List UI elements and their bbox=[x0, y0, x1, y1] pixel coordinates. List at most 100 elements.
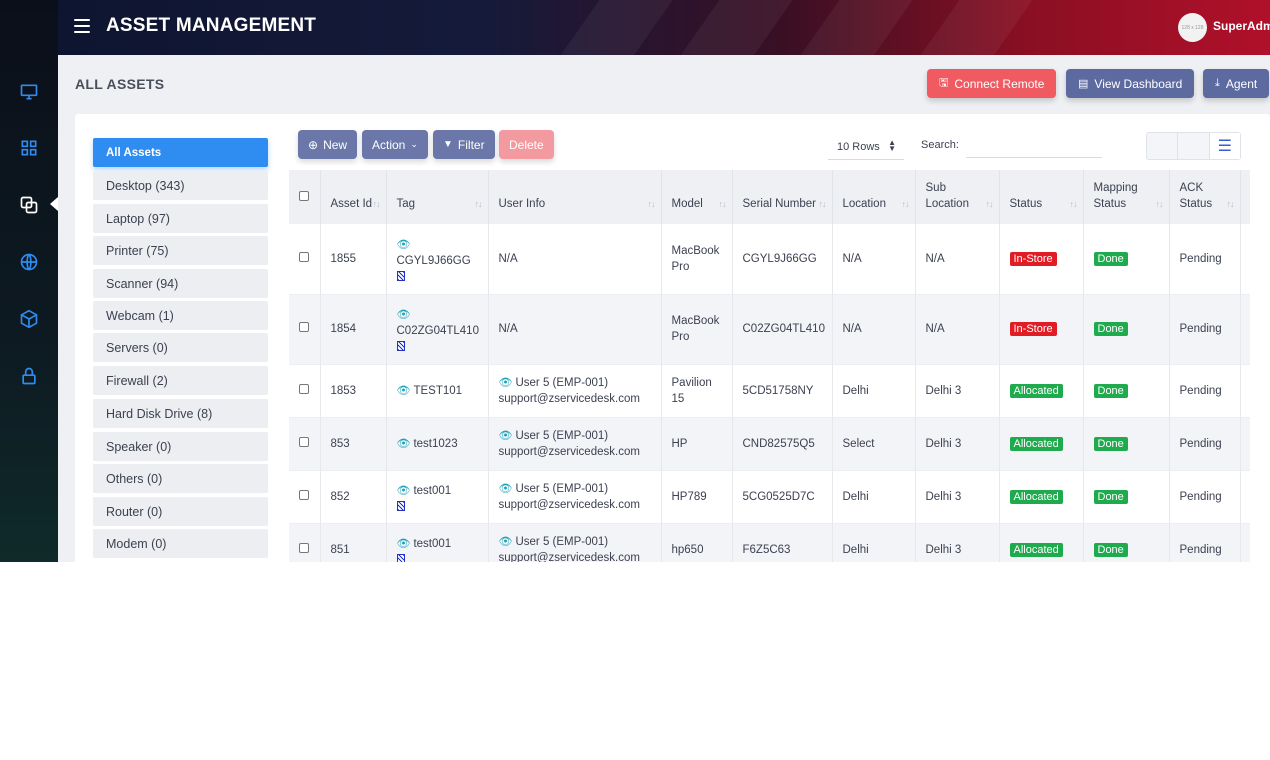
assets-table: Asset Id ↑↓ Tag ↑↓ User Info ↑↓ Model ↑↓ Ser… bbox=[289, 170, 1250, 562]
row-checkbox[interactable] bbox=[289, 224, 321, 294]
status-badge: In-Store bbox=[1009, 251, 1057, 266]
table-row[interactable]: 851 👁 test001 👁 User 5 (EMP-001) support@zs… bbox=[289, 523, 1250, 562]
rows-per-page-select[interactable]: 10 Rows ▲ ▼ bbox=[828, 134, 904, 160]
col-model[interactable]: Model ↑↓ bbox=[661, 170, 733, 224]
col-location[interactable]: Location ↑↓ bbox=[832, 170, 916, 224]
app-window: ASSET MANAGEMENT 128 x 128 SuperAdm ALL … bbox=[0, 0, 1270, 562]
category-router[interactable]: Router (0) bbox=[93, 497, 268, 526]
qr-code-icon[interactable] bbox=[396, 500, 405, 511]
tag-value[interactable]: test001 bbox=[413, 537, 452, 550]
eye-icon[interactable]: 👁 bbox=[396, 384, 411, 397]
category-servers[interactable]: Servers (0) bbox=[93, 333, 268, 362]
user-name[interactable]: User 5 (EMP-001) bbox=[515, 535, 609, 548]
category-others[interactable]: Others (0) bbox=[93, 464, 268, 493]
tag-cell: 👁 test001 bbox=[386, 470, 489, 523]
category-speaker[interactable]: Speaker (0) bbox=[93, 432, 268, 461]
action-label: Action bbox=[372, 137, 406, 152]
tag-value[interactable]: C02ZG04TL410 bbox=[396, 325, 479, 337]
eye-icon[interactable]: 👁 bbox=[498, 535, 513, 548]
view-dashboard-button[interactable]: ▤ View Dashboard bbox=[1066, 69, 1195, 98]
filter-label: Filter bbox=[457, 137, 485, 152]
table-row[interactable]: 1855 👁 CGYL9J66GG N/A MacBook Pro CGYL9J6… bbox=[289, 224, 1250, 294]
col-asset-id[interactable]: Asset Id ↑↓ bbox=[320, 170, 387, 224]
tag-value[interactable]: test1023 bbox=[413, 437, 458, 450]
eye-icon[interactable]: 👁 bbox=[396, 309, 411, 321]
tag-value[interactable]: TEST101 bbox=[413, 384, 463, 397]
col-serial-number[interactable]: Serial Number ↑↓ bbox=[732, 170, 833, 224]
user-name[interactable]: User 5 (EMP-001) bbox=[515, 376, 609, 389]
row-checkbox[interactable] bbox=[289, 364, 321, 417]
row-checkbox[interactable] bbox=[289, 470, 321, 523]
tag-cell: 👁 CGYL9J66GG bbox=[386, 224, 489, 294]
user-name[interactable]: SuperAdm bbox=[1213, 19, 1270, 33]
user-name[interactable]: User 5 (EMP-001) bbox=[515, 429, 609, 442]
table-row[interactable]: 852 👁 test001 👁 User 5 (EMP-001) support@zs… bbox=[289, 470, 1250, 523]
cube-icon[interactable] bbox=[18, 308, 40, 330]
table-row[interactable]: 853 👁 test1023 👁 User 5 (EMP-001) support@z… bbox=[289, 417, 1250, 470]
eye-icon[interactable]: 👁 bbox=[396, 238, 411, 251]
category-hard-disk-drive[interactable]: Hard Disk Drive (8) bbox=[93, 399, 268, 428]
qr-code-icon[interactable] bbox=[396, 270, 405, 281]
col-user-info-label: User Info bbox=[498, 198, 546, 210]
table-row[interactable]: 1853 👁 TEST101 👁 User 5 (EMP-001) support@z… bbox=[289, 364, 1250, 417]
mapping-status-badge: Done bbox=[1093, 251, 1128, 266]
eye-icon[interactable]: 👁 bbox=[396, 484, 411, 497]
avatar[interactable]: 128 x 128 bbox=[1178, 13, 1207, 42]
col-tag[interactable]: Tag ↑↓ bbox=[386, 170, 489, 224]
view-option-1[interactable] bbox=[1147, 133, 1179, 159]
row-checkbox[interactable] bbox=[289, 523, 321, 562]
action-dropdown[interactable]: Action ⌄ bbox=[362, 130, 428, 159]
col-status-label: Status bbox=[1009, 198, 1043, 210]
category-webcam[interactable]: Webcam (1) bbox=[93, 301, 268, 330]
category-modem[interactable]: Modem (0) bbox=[93, 529, 268, 558]
search-input[interactable] bbox=[966, 132, 1102, 158]
row-checkbox[interactable] bbox=[289, 294, 321, 364]
tag-value[interactable]: CGYL9J66GG bbox=[396, 254, 471, 267]
col-user-info[interactable]: User Info ↑↓ bbox=[488, 170, 662, 224]
grid-icon[interactable] bbox=[18, 137, 40, 159]
location: N/A bbox=[832, 224, 916, 294]
col-sub-location[interactable]: Sub Location ↑↓ bbox=[915, 170, 1000, 224]
user-name[interactable]: User 5 (EMP-001) bbox=[515, 482, 609, 495]
active-pointer bbox=[50, 197, 58, 211]
select-all-checkbox[interactable] bbox=[289, 170, 321, 224]
category-printer[interactable]: Printer (75) bbox=[93, 236, 268, 265]
row-checkbox[interactable] bbox=[289, 417, 321, 470]
model: HP789 bbox=[661, 470, 733, 523]
globe-icon[interactable] bbox=[18, 251, 40, 273]
col-status[interactable]: Status ↑↓ bbox=[999, 170, 1084, 224]
eye-icon[interactable]: 👁 bbox=[498, 429, 513, 442]
col-ack-status[interactable]: ACK Status ↑↓ bbox=[1169, 170, 1241, 224]
eye-icon[interactable]: 👁 bbox=[396, 437, 411, 450]
eye-icon[interactable]: 👁 bbox=[498, 376, 513, 389]
lock-icon[interactable] bbox=[18, 365, 40, 387]
eye-icon[interactable]: 👁 bbox=[498, 482, 513, 495]
category-all-assets[interactable]: All Assets bbox=[93, 138, 268, 167]
search-label: Search: bbox=[921, 139, 959, 151]
tag-value[interactable]: test001 bbox=[413, 484, 452, 497]
col-mapping-status[interactable]: Mapping Status ↑↓ bbox=[1083, 170, 1170, 224]
sort-icon: ↑↓ bbox=[985, 199, 994, 209]
qr-code-icon[interactable] bbox=[396, 341, 405, 351]
menu-icon[interactable] bbox=[74, 19, 90, 33]
monitor-icon[interactable] bbox=[18, 81, 40, 103]
list-view-icon[interactable]: ☰ bbox=[1209, 133, 1240, 159]
filter-button[interactable]: ▼ Filter bbox=[433, 130, 495, 159]
col-tag-label: Tag bbox=[396, 198, 416, 210]
user-email: support@zservicedesk.com bbox=[498, 392, 640, 405]
location: Delhi bbox=[832, 364, 916, 417]
mapping-status-badge: Done bbox=[1093, 322, 1128, 336]
agent-button[interactable]: ⤓ Agent bbox=[1203, 69, 1270, 98]
category-laptop[interactable]: Laptop (97) bbox=[93, 204, 268, 233]
assets-icon[interactable] bbox=[18, 194, 40, 216]
connect-remote-button[interactable]: 🖫 Connect Remote bbox=[927, 69, 1057, 98]
eye-icon[interactable]: 👁 bbox=[396, 537, 411, 550]
table-row[interactable]: 1854 👁 C02ZG04TL410 N/A MacBook Pro C02ZG… bbox=[289, 294, 1250, 364]
new-button[interactable]: ⊕ New bbox=[298, 130, 358, 159]
category-scanner[interactable]: Scanner (94) bbox=[93, 269, 268, 298]
view-option-2[interactable] bbox=[1178, 133, 1210, 159]
delete-button[interactable]: Delete bbox=[499, 130, 554, 159]
category-firewall[interactable]: Firewall (2) bbox=[93, 366, 268, 395]
category-desktop[interactable]: Desktop (343) bbox=[93, 171, 268, 200]
qr-code-icon[interactable] bbox=[396, 553, 405, 562]
